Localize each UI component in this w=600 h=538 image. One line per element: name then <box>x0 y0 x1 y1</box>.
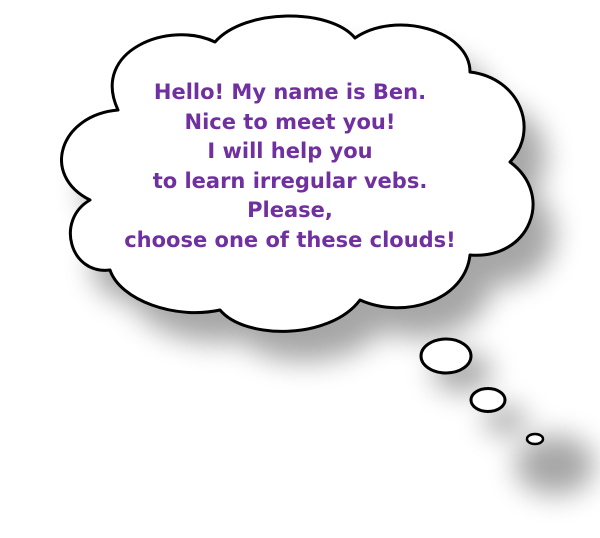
thought-dot-small <box>525 432 545 446</box>
message-line: I will help you <box>207 139 373 163</box>
message-line: choose one of these clouds! <box>124 227 456 252</box>
message-line: Hello! My name is Ben. <box>153 80 427 104</box>
greeting-message: Hello! My name is Ben. Nice to meet you!… <box>70 78 510 255</box>
message-line: Nice to meet you! <box>184 109 396 134</box>
message-line: to learn irregular vebs. <box>152 168 428 193</box>
thought-dot-medium <box>469 387 507 413</box>
thought-dot-large <box>419 337 473 375</box>
cloud-body <box>60 14 535 333</box>
message-line: Please, <box>247 198 333 222</box>
